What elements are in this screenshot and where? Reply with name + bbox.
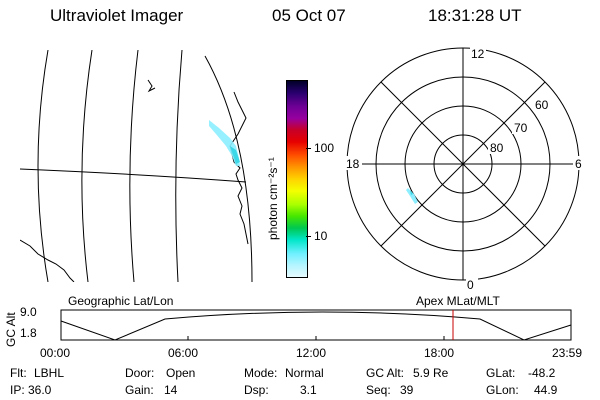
timeline-xtick-1200: 12:00 <box>296 346 327 360</box>
mlt-label-6: 6 <box>575 157 582 171</box>
timeline-xtick-0000: 00:00 <box>40 346 71 360</box>
info-door-val: Open <box>166 366 196 380</box>
colorbar <box>286 80 308 278</box>
geographic-map <box>20 50 253 282</box>
info-mode-val: Normal <box>285 366 324 380</box>
info-door-key: Door: <box>125 366 155 380</box>
info-gain-key: Gain: <box>125 383 154 397</box>
app-title: Ultraviolet Imager <box>50 6 184 25</box>
longitude-line <box>129 50 139 282</box>
lat-label-60: 60 <box>535 98 549 112</box>
aurora-patch <box>406 188 418 204</box>
latitude-line <box>20 168 247 183</box>
altitude-timeline <box>60 309 572 341</box>
info-seq-val: 39 <box>400 383 414 397</box>
timeline-xtick-1800: 18:00 <box>424 346 455 360</box>
coastline <box>147 79 156 93</box>
lat-label-70: 70 <box>514 121 528 135</box>
info-gcalt-key: GC Alt: <box>366 366 405 380</box>
info-dsp-key: Dsp: <box>244 383 269 397</box>
timeline-ytick-1_8: 1.8 <box>20 326 37 340</box>
info-gain-val: 14 <box>164 383 178 397</box>
colorbar-tick-100: 100 <box>314 141 335 155</box>
aurora-patch <box>410 190 413 195</box>
info-glat-val: -48.2 <box>528 366 556 380</box>
lat-label-80: 80 <box>490 141 504 155</box>
aurora-patch <box>230 146 240 164</box>
info-glon-val: 44.9 <box>534 383 558 397</box>
info-flt-key: Flt: <box>10 366 27 380</box>
longitude-line <box>37 50 49 282</box>
info-dsp-val: 3.1 <box>300 383 317 397</box>
colorbar-label: photon cm⁻²s⁻¹ <box>266 157 280 240</box>
mlt-label-18: 18 <box>346 157 360 171</box>
info-gcalt-val: 5.9 Re <box>413 366 449 380</box>
timeline-left-title: Geographic Lat/Lon <box>68 294 174 308</box>
timeline-xtick-2359: 23:59 <box>552 346 583 360</box>
info-mode-key: Mode: <box>244 366 278 380</box>
timeline-axis-label: GC Alt <box>4 312 18 347</box>
info-ip-key: IP: <box>10 383 25 397</box>
info-glon-key: GLon: <box>486 383 519 397</box>
info-glat-key: GLat: <box>486 366 516 380</box>
mlt-label-0: 0 <box>467 278 474 292</box>
timeline-xtick-0600: 06:00 <box>168 346 199 360</box>
longitude-line <box>175 50 183 282</box>
mlt-label-12: 12 <box>471 47 485 61</box>
timeline-right-title: Apex MLat/MLT <box>416 294 500 308</box>
longitude-line <box>204 55 253 282</box>
info-ip-val: 36.0 <box>28 383 52 397</box>
aurora-patch <box>209 120 240 166</box>
header-time: 18:31:28 UT <box>428 6 522 25</box>
coastline <box>229 91 249 245</box>
colorbar-tick-10: 10 <box>314 229 328 243</box>
header-date: 05 Oct 07 <box>272 6 346 25</box>
timeline-ytick-9: 9.0 <box>20 305 37 319</box>
info-seq-key: Seq: <box>366 383 391 397</box>
coastline <box>20 239 75 282</box>
polar-plot: 12 0 18 6 60 70 80 <box>344 46 585 292</box>
info-flt-val: LBHL <box>34 366 65 380</box>
altitude-curve <box>60 311 572 341</box>
longitude-line <box>81 50 93 282</box>
